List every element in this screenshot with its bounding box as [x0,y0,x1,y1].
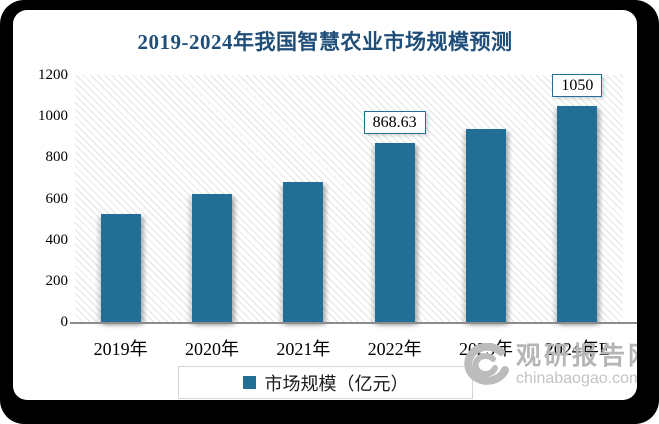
bar-2019年 [100,213,141,322]
chart-title: 2019-2024年我国智慧农业市场规模预测 [137,30,513,54]
legend-swatch [242,376,256,389]
watermark: 观研报告网 chinabaogao.com [460,342,637,394]
x-axis-line [70,322,637,324]
x-axis-label-2022年: 2022年 [367,339,422,359]
x-axis-label-2020年: 2020年 [185,339,239,359]
y-tick-label-400: 400 [45,231,69,248]
watermark-name: 观研报告网 [516,343,637,370]
legend: 市场规模（亿元） [178,366,473,399]
x-axis-label-2021年: 2021年 [276,339,331,359]
y-tick-label-1000: 1000 [38,108,68,125]
y-tick-label-600: 600 [45,190,69,207]
watermark-domain: chinabaogao.com [516,370,637,387]
bar-2020年 [192,194,232,322]
watermark-swirl-icon [460,342,510,394]
y-tick-label-200: 200 [45,272,69,289]
x-axis-label-2024年E: 2024年E [544,339,610,359]
data-label-2022年: 868.63 [363,111,426,135]
y-tick-label-1200: 1200 [38,67,68,83]
bar-2021年 [283,181,324,322]
y-tick-label-0: 0 [60,314,69,330]
data-label-2024年E: 1050 [552,73,603,97]
legend-label: 市场规模（亿元） [264,373,409,394]
x-axis-label-2019年: 2019年 [93,339,148,359]
bar-2022年 [374,143,415,322]
plot-area [75,75,623,322]
bar-2023年 [466,128,506,322]
bar-2024年E [557,105,598,322]
y-tick-label-800: 800 [45,149,69,166]
chart-canvas: 2019-2024年我国智慧农业市场规模预测 市场规模（亿元） 观研报告网 ch… [13,10,637,400]
